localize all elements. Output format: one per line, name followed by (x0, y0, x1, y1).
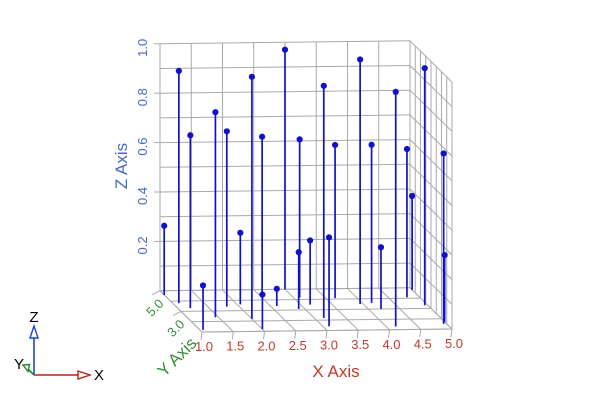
stem-marker-dot (273, 285, 280, 292)
stem-marker-dot (441, 252, 448, 259)
z-axis-ticks-text: 1.0 (135, 39, 150, 57)
x-axis-ticks-text: 2.5 (289, 338, 307, 353)
back-wall-grid-line (159, 40, 411, 45)
stems (161, 46, 448, 330)
right-wall-grid-line (409, 89, 453, 132)
axis-titles-text: Z Axis (112, 143, 131, 189)
stem-marker-dot (392, 88, 399, 95)
right-wall-grid-line (409, 188, 453, 231)
stem-marker-dot (175, 67, 182, 75)
orientation-axes-widget-text: Z (29, 309, 38, 326)
x-axis-ticks-text: 5.0 (445, 336, 463, 351)
x-axis-ticks-text: 1.5 (226, 339, 244, 354)
x-axis-ticks-line (200, 331, 203, 341)
stem-marker-dot (357, 56, 364, 63)
right-wall-grid-line (409, 114, 453, 157)
floor-grid-line (170, 297, 421, 302)
stem-marker-dot (187, 132, 194, 139)
x-arrowhead-icon (77, 370, 93, 380)
stem-marker-dot (320, 82, 327, 89)
right-wall-grid-line (409, 163, 453, 206)
stem-marker-dot (212, 109, 219, 116)
y-axis-ticks-line (151, 290, 161, 296)
x-axis-ticks-text: 1.0 (195, 339, 213, 354)
x-axis-ticks-line (419, 329, 422, 338)
floor-grid-line (180, 307, 432, 312)
x-axis-ticks: 1.0 1.5 2.0 2.5 3.0 3.5 4.0 4.5 5.0 (195, 328, 463, 354)
x-axis-ticks-text: 4.5 (414, 336, 432, 351)
stem-marker-dot (368, 141, 375, 148)
z-axis-ticks-text: 0.6 (135, 138, 150, 156)
x-axis-ticks-text: 3.0 (320, 338, 338, 353)
x-axis-ticks-text: 4.0 (382, 337, 400, 352)
right-wall-grid-line (409, 65, 453, 108)
stem-marker-dot (377, 244, 385, 251)
y-arrowhead-icon (21, 363, 31, 374)
axis-titles-text: X Axis (312, 362, 359, 381)
z-axis-ticks-text: 0.4 (135, 187, 150, 205)
x-axis-ticks-line (294, 330, 297, 339)
orientation-axes-widget: X Z Y (14, 309, 104, 384)
right-wall-grid-line (409, 213, 453, 256)
x-axis-ticks-line (450, 328, 453, 338)
axis-titles-text: Y Axis (154, 334, 201, 381)
y-axis-ticks-text: 5.0 (143, 296, 166, 319)
orientation-axes-widget-text: X (94, 367, 104, 384)
stem-marker-dot (161, 222, 168, 229)
right-wall-grid-line (409, 40, 453, 83)
stem-marker-dot (296, 136, 303, 143)
stem-marker-dot (307, 237, 314, 244)
x-axis-ticks-text: 2.0 (257, 338, 275, 353)
stem-marker-dot (409, 192, 416, 200)
z-axis-ticks: 0.2 0.4 0.6 0.8 1.0 (135, 39, 160, 254)
stem-marker-dot (325, 234, 333, 241)
y-axis-ticks-line (172, 310, 182, 316)
stem-marker-dot (331, 141, 339, 149)
stem-marker-dot (421, 65, 428, 72)
stem-marker-dot (440, 150, 447, 157)
stem-marker-dot (199, 282, 207, 289)
stem-marker-dot (259, 133, 266, 140)
x-axis-ticks-line (356, 330, 359, 339)
z-arrowhead-icon (29, 323, 39, 339)
right-wall-grid-line (409, 139, 453, 182)
stem-marker-dot (248, 73, 255, 80)
stem-marker-dot (281, 46, 289, 53)
right-wall-grid (409, 40, 453, 330)
x-axis-ticks-line (325, 330, 328, 339)
stem-marker-dot (237, 229, 244, 236)
floor-grid-line (191, 318, 442, 323)
orientation-axes-widget-text: Y (14, 356, 24, 373)
z-axis-ticks-text: 0.8 (135, 88, 150, 106)
stem-marker-dot (295, 249, 302, 256)
x-axis-ticks-line (263, 331, 265, 340)
stem-marker-dot (223, 128, 230, 135)
y-axis-ticks: 3.05.0 (143, 290, 188, 340)
stem-marker-dot (403, 145, 411, 153)
z-axis-ticks-text: 0.2 (135, 236, 150, 254)
x-axis-ticks-line (388, 329, 390, 338)
x-axis-ticks-line (231, 331, 234, 340)
x-axis-ticks-text: 3.5 (351, 337, 369, 352)
